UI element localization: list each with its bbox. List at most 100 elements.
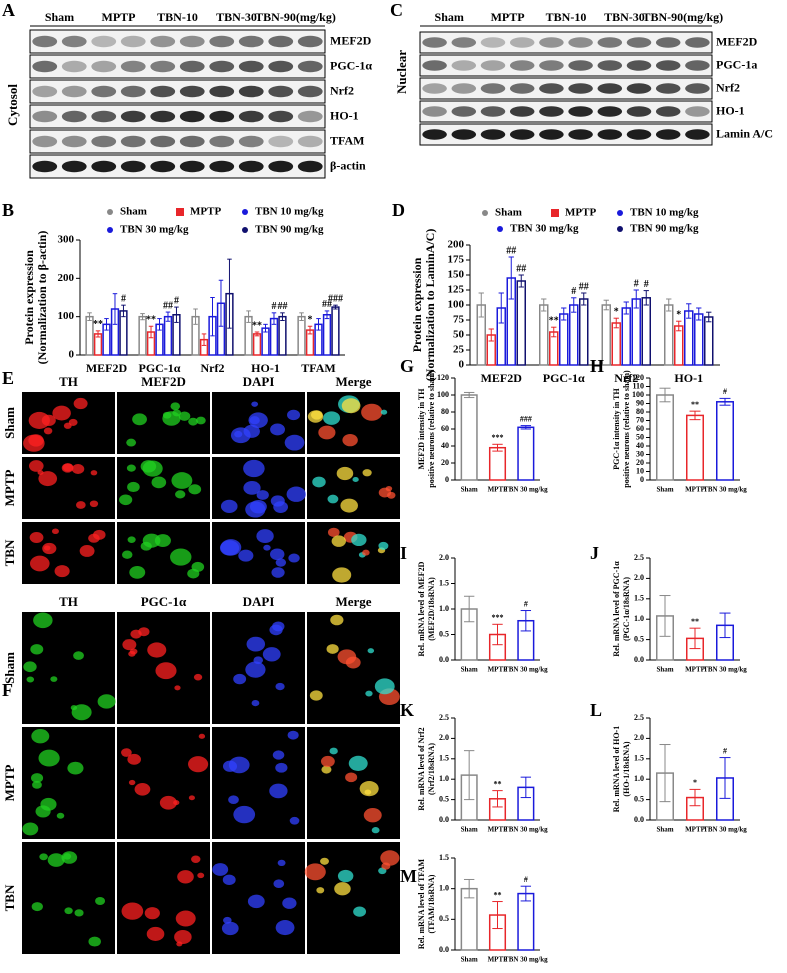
cell bbox=[162, 411, 181, 426]
cell bbox=[288, 553, 300, 563]
panel-letter: J bbox=[590, 543, 599, 563]
cell bbox=[29, 555, 50, 572]
cell bbox=[177, 870, 194, 884]
cell bbox=[316, 887, 325, 894]
y-tick-label: 1.5 bbox=[634, 754, 644, 763]
error-bar bbox=[87, 312, 92, 321]
error-bar bbox=[666, 298, 672, 312]
blot-band bbox=[179, 135, 205, 148]
blot-band bbox=[568, 106, 593, 117]
blot-band bbox=[32, 35, 58, 48]
cell bbox=[67, 761, 84, 775]
cell bbox=[127, 536, 136, 543]
y-axis-label: Protein expression bbox=[410, 257, 424, 352]
y-tick-label: 125 bbox=[448, 284, 465, 296]
blot-band bbox=[268, 160, 294, 173]
x-tick-label: MPTP bbox=[488, 666, 509, 674]
error-bar bbox=[686, 303, 692, 319]
protein-label: HO-1 bbox=[330, 108, 359, 122]
error-bar bbox=[659, 387, 671, 403]
x-tick-label: Nrf2 bbox=[614, 371, 638, 385]
blot-band bbox=[91, 160, 117, 173]
significance: # bbox=[634, 278, 639, 289]
legend-marker bbox=[551, 209, 559, 217]
cell bbox=[38, 471, 58, 487]
bar bbox=[539, 304, 549, 366]
significance: * bbox=[676, 309, 681, 320]
blot-band bbox=[120, 110, 146, 123]
panel-letter: K bbox=[400, 700, 414, 720]
cell bbox=[23, 434, 45, 452]
cell bbox=[337, 869, 354, 883]
blot-band bbox=[238, 110, 264, 123]
blot-band bbox=[422, 37, 447, 48]
cell bbox=[362, 549, 370, 556]
y-tick-label: 100 bbox=[437, 390, 449, 399]
cell bbox=[26, 676, 35, 683]
y-axis-label: Rel. mRNA level of PGC-1α bbox=[612, 561, 621, 657]
significance: # bbox=[271, 301, 276, 312]
error-bar bbox=[210, 297, 215, 337]
y-tick-label: 50 bbox=[453, 329, 465, 341]
panel-letter: I bbox=[400, 543, 407, 563]
cell bbox=[337, 649, 357, 665]
x-tick-label: MPTP bbox=[685, 666, 706, 674]
y-axis-label: Rel. mRNA level of Nrf2 bbox=[417, 727, 426, 810]
significance: ** bbox=[494, 779, 502, 788]
x-tick-label: Sham bbox=[461, 956, 478, 964]
blot-band bbox=[120, 135, 146, 148]
y-tick-label: 0.0 bbox=[439, 655, 449, 664]
y-axis-label: (Nrf2/18sRNA) bbox=[427, 743, 436, 795]
x-tick-label: MPTP bbox=[685, 826, 706, 834]
x-tick-label: PGC-1α bbox=[138, 361, 180, 375]
significance: # bbox=[571, 286, 576, 297]
blot-band bbox=[685, 83, 710, 94]
blot-band bbox=[451, 106, 477, 117]
blot-band bbox=[179, 60, 205, 73]
legend-label: TBN 90 mg/kg bbox=[255, 224, 324, 236]
bar bbox=[460, 394, 478, 481]
y-axis-label: Rel. mRNA level of HO-1 bbox=[612, 726, 621, 812]
error-bar bbox=[498, 292, 504, 324]
group-label: TBN-30 bbox=[604, 10, 645, 24]
y-tick-label: 0 bbox=[69, 349, 75, 361]
cell bbox=[159, 795, 177, 810]
y-tick-label: 2.0 bbox=[439, 553, 449, 562]
error-bar bbox=[201, 333, 207, 346]
blot-band bbox=[626, 83, 652, 94]
protein-label: MEF2D bbox=[716, 34, 758, 48]
y-tick-label: 0.5 bbox=[439, 914, 449, 923]
cell bbox=[275, 682, 285, 691]
cell bbox=[127, 753, 141, 765]
blot-band bbox=[61, 160, 87, 173]
x-tick-label: Sham bbox=[656, 486, 673, 494]
blot-band bbox=[480, 83, 506, 94]
blot-band bbox=[480, 37, 506, 48]
cell bbox=[249, 416, 260, 425]
cell bbox=[378, 541, 389, 550]
blot-band bbox=[451, 83, 477, 94]
y-tick-label: 75 bbox=[453, 314, 465, 326]
cell bbox=[130, 629, 142, 639]
cell bbox=[30, 644, 44, 655]
cell bbox=[31, 729, 50, 744]
y-tick-label: 90 bbox=[636, 398, 644, 407]
error-bar bbox=[104, 318, 109, 331]
error-bar bbox=[541, 298, 547, 312]
x-tick-label: Sham bbox=[461, 486, 478, 494]
error-bar bbox=[246, 310, 251, 323]
panel-letter: L bbox=[590, 700, 602, 720]
significance: ** bbox=[93, 319, 103, 330]
blot-band bbox=[150, 110, 176, 123]
cell bbox=[146, 926, 165, 941]
error-bar bbox=[463, 391, 475, 399]
cell bbox=[212, 863, 229, 876]
cell bbox=[286, 486, 306, 502]
error-bar bbox=[227, 258, 232, 329]
blot-band bbox=[568, 37, 593, 48]
cell bbox=[332, 567, 352, 583]
cell bbox=[170, 548, 192, 566]
blot-band bbox=[120, 60, 146, 73]
bar bbox=[278, 315, 287, 356]
error-bar bbox=[333, 304, 338, 310]
